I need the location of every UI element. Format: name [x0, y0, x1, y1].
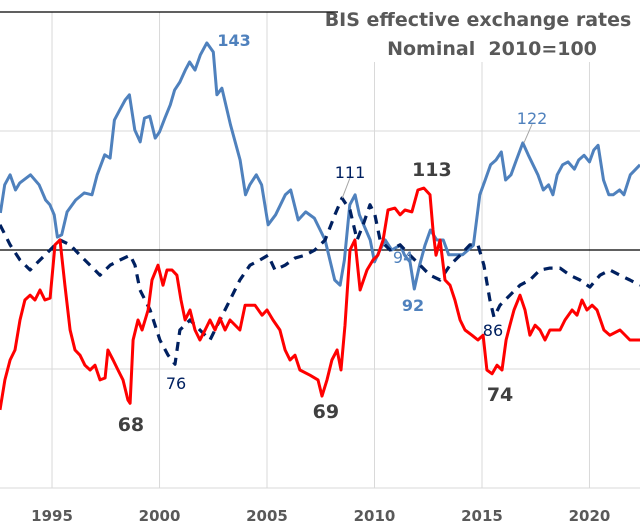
- annotations: 143 122 111 113 94 92 76 86 68 69 74: [118, 31, 548, 436]
- chart-subtitle: Nominal 2010=100: [387, 38, 597, 60]
- data-label-navy: 76: [166, 374, 186, 393]
- x-tick-label: 2015: [461, 507, 503, 525]
- x-tick-label: 2005: [246, 507, 288, 525]
- series-line-navy: [0, 196, 640, 366]
- x-tick-label: 1995: [31, 507, 73, 525]
- data-label-blue: 143: [217, 31, 250, 50]
- data-label-red: 74: [487, 384, 513, 406]
- x-tick-label: 2010: [354, 507, 396, 525]
- data-label-blue: 122: [517, 109, 548, 128]
- annotation-leader: [341, 177, 351, 199]
- title-background: [338, 0, 640, 62]
- data-label-navy: 86: [483, 321, 503, 340]
- data-label-red: 68: [118, 414, 144, 436]
- x-tick-label: 2000: [139, 507, 181, 525]
- data-label-red: 113: [412, 159, 452, 181]
- annotation-leader: [523, 123, 533, 144]
- x-axis-ticks: 1995 2000 2005 2010 2015 2020: [31, 507, 610, 525]
- series-line-blue: [0, 41, 640, 291]
- chart-title: BIS effective exchange rates: [325, 9, 632, 31]
- data-label-blue: 94: [393, 248, 413, 267]
- x-tick-label: 2020: [569, 507, 611, 525]
- data-label-blue: 92: [402, 296, 424, 315]
- series-lines: [0, 41, 640, 411]
- series-line-red: [0, 186, 640, 411]
- data-label-red: 69: [313, 401, 339, 423]
- data-label-navy: 111: [335, 163, 366, 182]
